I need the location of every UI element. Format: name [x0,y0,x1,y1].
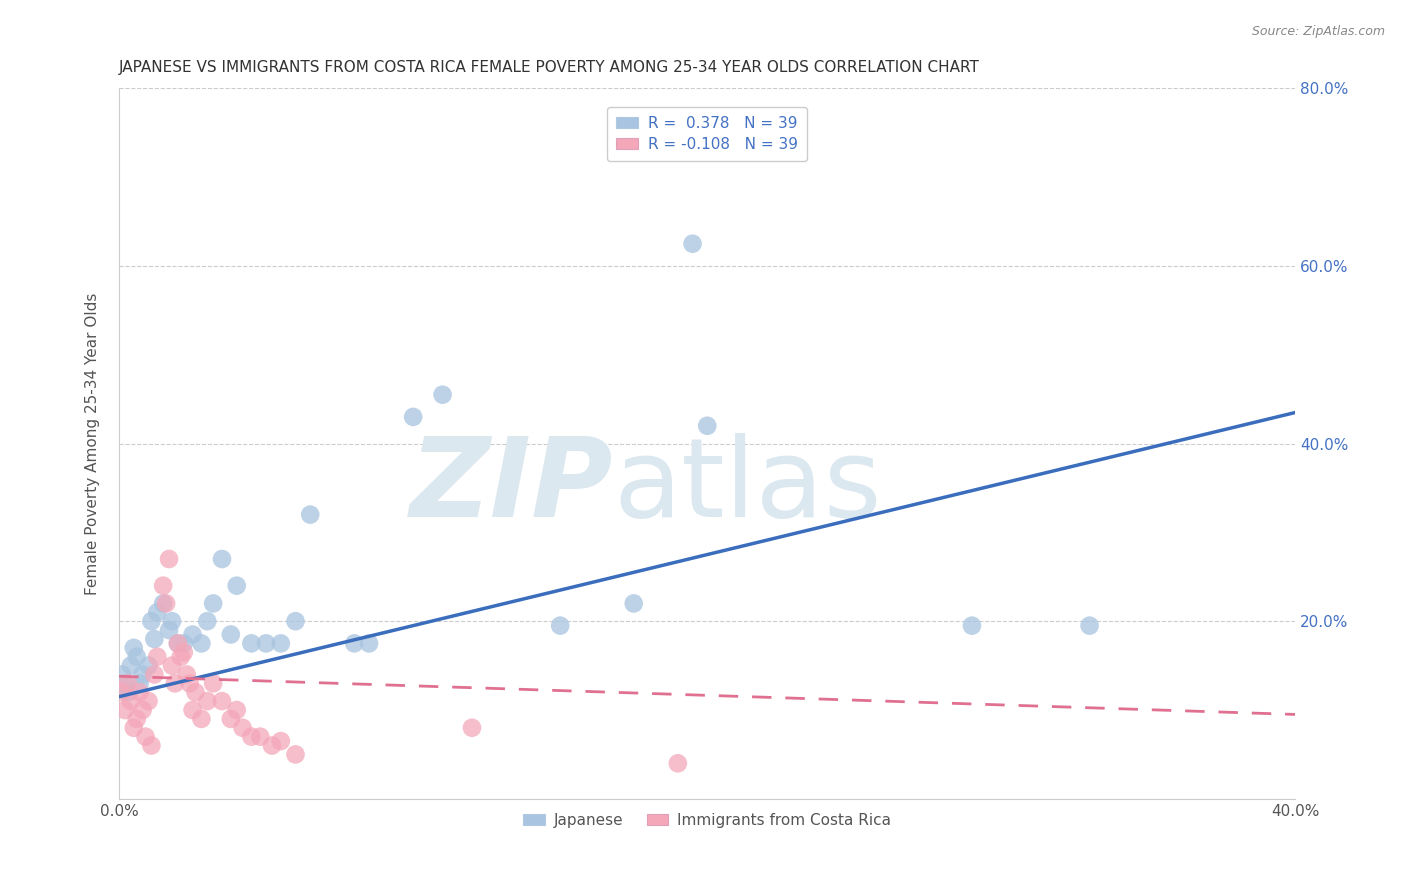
Point [270,636,292,650]
Point [548,618,571,632]
Point [1078,618,1101,632]
Point [202,596,225,610]
Point [128,685,150,699]
Point [157,623,180,637]
Point [152,579,174,593]
Text: ZIP: ZIP [409,433,613,540]
Point [202,676,225,690]
Point [117,676,139,690]
Point [120,694,142,708]
Point [141,614,163,628]
Point [143,667,166,681]
Point [249,730,271,744]
Text: atlas: atlas [613,433,882,540]
Point [179,676,201,690]
Point [284,614,307,628]
Point [173,645,195,659]
Point [682,236,704,251]
Point [167,636,190,650]
Point [299,508,322,522]
Point [260,739,283,753]
Point [111,685,134,699]
Point [402,409,425,424]
Point [163,676,186,690]
Point [114,676,136,690]
Point [125,712,148,726]
Point [461,721,484,735]
Point [141,739,163,753]
Point [240,730,263,744]
Text: Source: ZipAtlas.com: Source: ZipAtlas.com [1251,25,1385,38]
Point [155,596,177,610]
Point [152,596,174,610]
Point [160,614,183,628]
Point [284,747,307,762]
Point [120,658,142,673]
Point [117,685,139,699]
Point [138,694,160,708]
Text: JAPANESE VS IMMIGRANTS FROM COSTA RICA FEMALE POVERTY AMONG 25-34 YEAR OLDS CORR: JAPANESE VS IMMIGRANTS FROM COSTA RICA F… [120,60,980,75]
Point [343,636,366,650]
Point [696,418,718,433]
Point [240,636,263,650]
Point [167,636,190,650]
Point [111,667,134,681]
Point [122,640,145,655]
Point [131,703,153,717]
Point [125,649,148,664]
Point [357,636,380,650]
Point [190,712,212,726]
Point [195,614,218,628]
Point [232,721,254,735]
Point [960,618,983,632]
Point [254,636,277,650]
Legend: Japanese, Immigrants from Costa Rica: Japanese, Immigrants from Costa Rica [517,806,897,834]
Point [114,703,136,717]
Point [190,636,212,650]
Point [623,596,645,610]
Point [170,649,193,664]
Point [146,649,169,664]
Point [128,676,150,690]
Point [219,627,242,641]
Point [211,552,233,566]
Point [219,712,242,726]
Point [432,387,454,401]
Point [225,579,247,593]
Point [131,667,153,681]
Point [138,658,160,673]
Point [143,632,166,646]
Point [160,658,183,673]
Point [181,703,204,717]
Point [122,721,145,735]
Point [211,694,233,708]
Point [195,694,218,708]
Point [146,605,169,619]
Point [134,730,156,744]
Point [666,756,689,771]
Point [173,636,195,650]
Point [225,703,247,717]
Point [181,627,204,641]
Point [157,552,180,566]
Point [184,685,207,699]
Point [270,734,292,748]
Y-axis label: Female Poverty Among 25-34 Year Olds: Female Poverty Among 25-34 Year Olds [86,293,100,595]
Point [176,667,198,681]
